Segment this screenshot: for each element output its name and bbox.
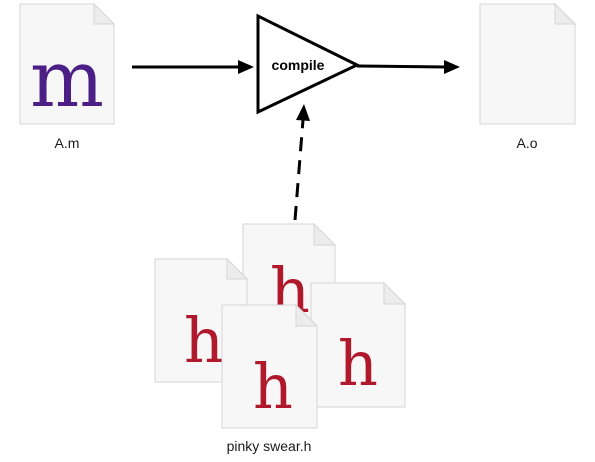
compile-label: compile <box>272 57 325 73</box>
header-file-icon: h <box>310 281 407 408</box>
output-arrow <box>356 60 460 74</box>
header-files-label: pinky swear.h <box>227 438 312 454</box>
source-file-icon: m <box>19 2 116 125</box>
output-file-icon <box>479 2 577 125</box>
source-file-label: A.m <box>55 135 80 151</box>
header-file-glyph: h <box>338 327 378 400</box>
compile-step: compile <box>256 13 361 115</box>
output-file-label: A.o <box>516 135 537 151</box>
header-dependency-arrow <box>293 104 310 221</box>
header-file-glyph: h <box>184 304 224 377</box>
header-file-glyph: h <box>253 350 293 423</box>
compile-triangle <box>256 13 361 115</box>
input-arrow <box>132 60 254 74</box>
source-file-glyph: m <box>30 35 104 125</box>
header-file-icon: h <box>221 303 319 429</box>
header-file-stack: h h h h <box>154 222 407 429</box>
